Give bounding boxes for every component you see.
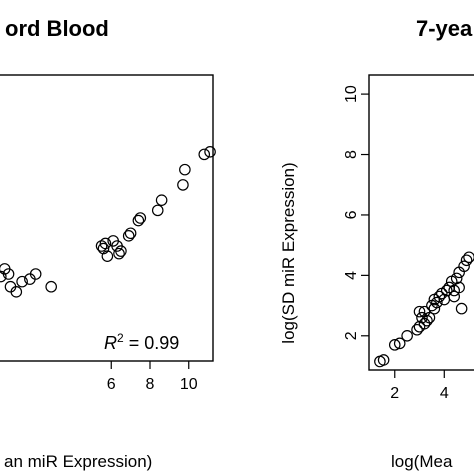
cord-blood-point-0-5 xyxy=(16,275,28,288)
r2-superscript: 2 xyxy=(117,331,124,345)
seven-year-point-0-14 xyxy=(431,296,443,309)
cord-blood-x-tick-label-0: 6 xyxy=(107,376,116,393)
seven-year-plot-frame xyxy=(368,74,474,371)
cord-blood-x-tick-label-2: 10 xyxy=(180,376,198,393)
cord-blood-points xyxy=(0,146,216,298)
cord-blood-title: ord Blood xyxy=(5,16,109,41)
cord-blood-point-0-22 xyxy=(204,146,216,158)
cord-blood-point-0-20 xyxy=(179,163,191,176)
seven-year-point-0-23 xyxy=(453,281,465,294)
seven-year-x-tick-label-1: 4 xyxy=(440,385,449,402)
cord-blood-point-0-16 xyxy=(134,212,147,224)
cord-blood-point-0-8 xyxy=(45,280,57,293)
r2-suffix: = 0.99 xyxy=(124,333,180,353)
seven-year-point-0-27 xyxy=(463,251,474,264)
seven-year-x-tick-label-0: 2 xyxy=(390,385,399,402)
seven-year-point-0-22 xyxy=(450,272,463,285)
cord-blood-point-0-15 xyxy=(132,214,145,227)
cord-blood-r2-annotation: R2 = 0.99 xyxy=(104,331,179,353)
cord-blood-point-0-23 xyxy=(97,242,110,255)
seven-year-y-axis-label: log(SD miR Expression) xyxy=(279,162,298,343)
seven-year-y-axis: 2 4 6 8 10 xyxy=(343,85,369,340)
seven-year-point-0-12 xyxy=(428,302,441,315)
cord-blood-point-0-7 xyxy=(29,268,42,280)
seven-year-points xyxy=(374,251,474,368)
seven-year-y-tick-label-3: 8 xyxy=(343,150,360,159)
seven-year-point-0-2 xyxy=(388,339,401,351)
seven-year-point-0-31 xyxy=(455,302,468,315)
seven-year-point-0-26 xyxy=(460,254,473,267)
seven-year-point-0-18 xyxy=(440,284,453,297)
seven-year-y-tick-label-2: 6 xyxy=(343,210,360,219)
cord-blood-x-tick-label-1: 8 xyxy=(146,376,155,393)
seven-year-title: 7-yea xyxy=(416,16,473,41)
cord-blood-x-axis: 6 8 10 xyxy=(107,361,198,393)
seven-year-point-0-30 xyxy=(448,290,460,303)
seven-year-y-tick-label-0: 2 xyxy=(343,331,360,340)
cord-blood-point-0-26 xyxy=(111,240,123,252)
seven-year-point-0-29 xyxy=(423,311,436,324)
seven-year-point-0-10 xyxy=(421,314,433,327)
cord-blood-point-0-21 xyxy=(198,148,211,161)
seven-year-point-0-4 xyxy=(401,329,413,342)
seven-year-point-0-5 xyxy=(411,323,423,336)
cord-blood-point-0-13 xyxy=(122,230,135,242)
cord-blood-point-0-10 xyxy=(101,250,114,262)
cord-blood-point-0-24 xyxy=(99,237,112,250)
seven-year-point-0-28 xyxy=(413,305,426,318)
cord-blood-point-0-14 xyxy=(124,227,137,240)
seven-year-y-tick-label-1: 4 xyxy=(343,271,360,280)
seven-year-x-axis-label: log(Mea xyxy=(391,452,453,471)
cord-blood-point-0-19 xyxy=(177,179,189,191)
cord-blood-plot-frame xyxy=(0,74,214,362)
seven-year-point-0-3 xyxy=(393,337,406,350)
seven-year-point-0-1 xyxy=(377,354,390,366)
cord-blood-point-0-2 xyxy=(2,268,15,280)
cord-blood-point-0-17 xyxy=(151,204,164,217)
cord-blood-panel: ord Blood 6 8 10 R2 = 0.99 an miR Expressi… xyxy=(0,16,216,471)
seven-year-y-tick-label-4: 10 xyxy=(343,85,360,103)
cord-blood-point-0-18 xyxy=(155,194,168,206)
cord-blood-point-0-0 xyxy=(0,270,7,283)
cord-blood-x-axis-label: an miR Expression) xyxy=(4,452,152,471)
seven-year-point-0-25 xyxy=(458,260,470,273)
r2-prefix: R xyxy=(104,333,117,353)
cord-blood-point-0-4 xyxy=(10,286,23,298)
cord-blood-point-0-25 xyxy=(113,247,125,260)
